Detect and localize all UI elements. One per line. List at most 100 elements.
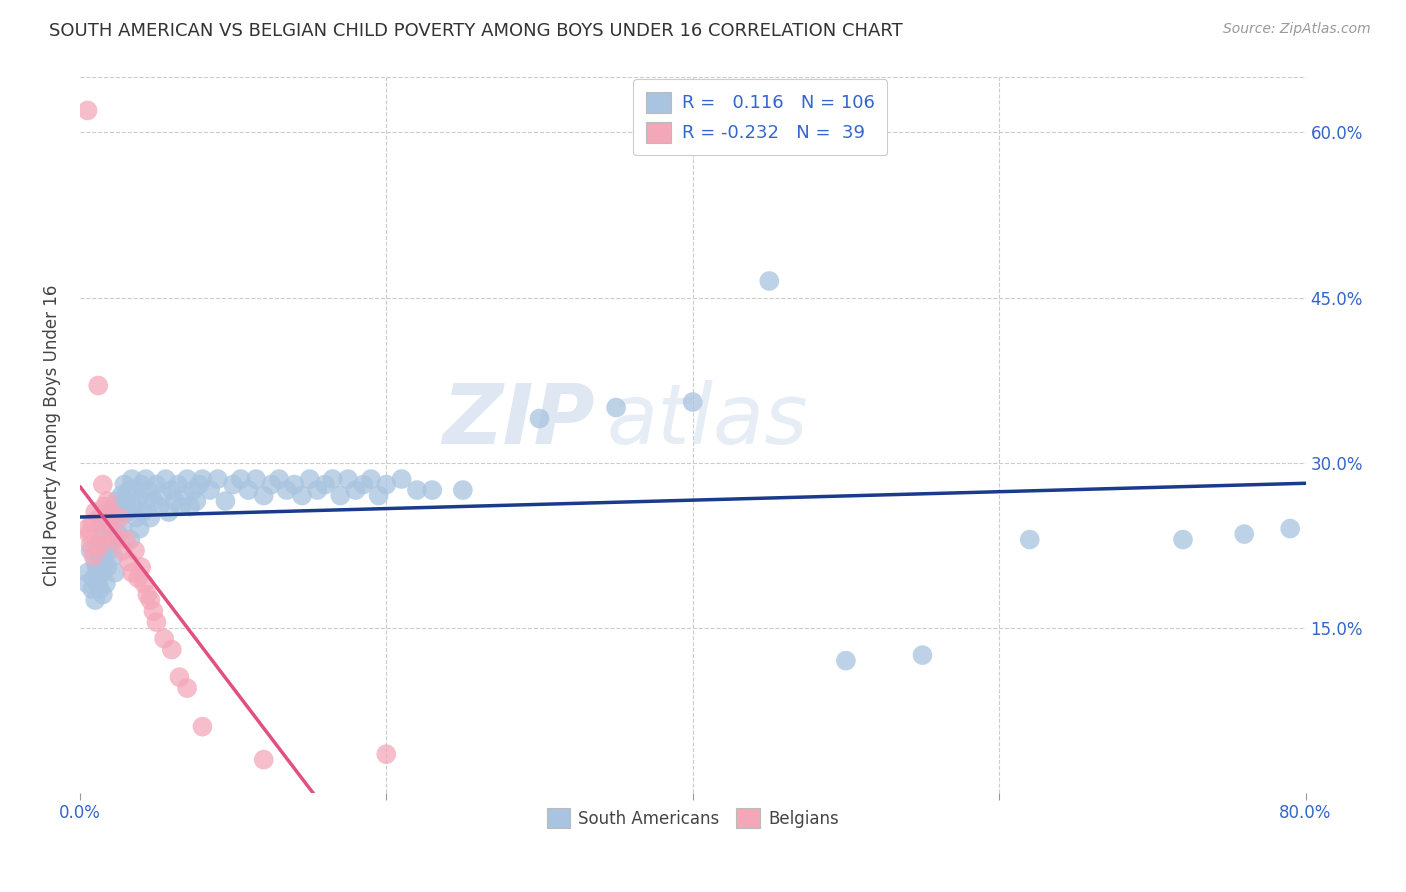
- Point: [136, 588, 159, 602]
- Point: [122, 500, 145, 514]
- Point: [96, 494, 118, 508]
- Text: ZIP: ZIP: [441, 380, 595, 461]
- Point: [529, 411, 551, 425]
- Point: [1171, 533, 1194, 547]
- Point: [103, 527, 125, 541]
- Point: [89, 582, 111, 596]
- Point: [1233, 527, 1256, 541]
- Point: [139, 510, 162, 524]
- Point: [76, 576, 98, 591]
- Point: [367, 489, 389, 503]
- Point: [129, 477, 152, 491]
- Point: [605, 401, 627, 415]
- Point: [911, 648, 934, 662]
- Point: [198, 483, 221, 497]
- Point: [86, 538, 108, 552]
- Point: [291, 489, 314, 503]
- Point: [375, 477, 398, 491]
- Point: [91, 477, 114, 491]
- Point: [163, 494, 186, 508]
- Point: [76, 522, 98, 536]
- Point: [124, 543, 146, 558]
- Point: [360, 472, 382, 486]
- Point: [108, 510, 131, 524]
- Point: [835, 654, 858, 668]
- Point: [127, 494, 149, 508]
- Point: [128, 522, 150, 536]
- Point: [160, 642, 183, 657]
- Point: [76, 566, 98, 580]
- Point: [124, 483, 146, 497]
- Point: [104, 516, 127, 530]
- Point: [283, 477, 305, 491]
- Point: [107, 527, 129, 541]
- Point: [84, 505, 107, 519]
- Point: [173, 489, 195, 503]
- Point: [157, 505, 180, 519]
- Point: [329, 489, 352, 503]
- Point: [94, 527, 117, 541]
- Point: [253, 753, 276, 767]
- Point: [112, 477, 135, 491]
- Point: [79, 543, 101, 558]
- Point: [86, 560, 108, 574]
- Point: [87, 576, 110, 591]
- Point: [238, 483, 260, 497]
- Point: [110, 489, 132, 503]
- Point: [105, 533, 128, 547]
- Point: [94, 538, 117, 552]
- Point: [104, 566, 127, 580]
- Point: [100, 510, 122, 524]
- Point: [134, 576, 156, 591]
- Point: [114, 494, 136, 508]
- Point: [170, 500, 193, 514]
- Point: [90, 543, 112, 558]
- Text: atlas: atlas: [607, 380, 808, 461]
- Point: [89, 510, 111, 524]
- Point: [105, 494, 128, 508]
- Point: [307, 483, 329, 497]
- Point: [267, 472, 290, 486]
- Point: [406, 483, 429, 497]
- Point: [314, 477, 336, 491]
- Point: [131, 505, 153, 519]
- Point: [120, 533, 142, 547]
- Point: [93, 500, 115, 514]
- Point: [142, 494, 165, 508]
- Point: [352, 477, 374, 491]
- Point: [91, 566, 114, 580]
- Point: [169, 670, 191, 684]
- Point: [111, 543, 134, 558]
- Point: [83, 571, 105, 585]
- Point: [98, 516, 121, 530]
- Point: [1279, 522, 1302, 536]
- Point: [153, 632, 176, 646]
- Point: [96, 522, 118, 536]
- Point: [77, 527, 100, 541]
- Point: [322, 472, 344, 486]
- Point: [121, 566, 143, 580]
- Point: [186, 494, 208, 508]
- Point: [253, 489, 276, 503]
- Point: [179, 500, 201, 514]
- Point: [118, 483, 141, 497]
- Point: [276, 483, 298, 497]
- Point: [98, 543, 121, 558]
- Point: [139, 593, 162, 607]
- Point: [94, 576, 117, 591]
- Point: [111, 522, 134, 536]
- Point: [76, 103, 98, 118]
- Point: [84, 555, 107, 569]
- Point: [82, 582, 104, 596]
- Legend: South Americans, Belgians: South Americans, Belgians: [540, 802, 845, 834]
- Point: [142, 604, 165, 618]
- Point: [229, 472, 252, 486]
- Point: [176, 681, 198, 695]
- Point: [155, 472, 177, 486]
- Point: [100, 505, 122, 519]
- Point: [1018, 533, 1040, 547]
- Point: [84, 593, 107, 607]
- Point: [375, 747, 398, 761]
- Point: [344, 483, 367, 497]
- Point: [93, 516, 115, 530]
